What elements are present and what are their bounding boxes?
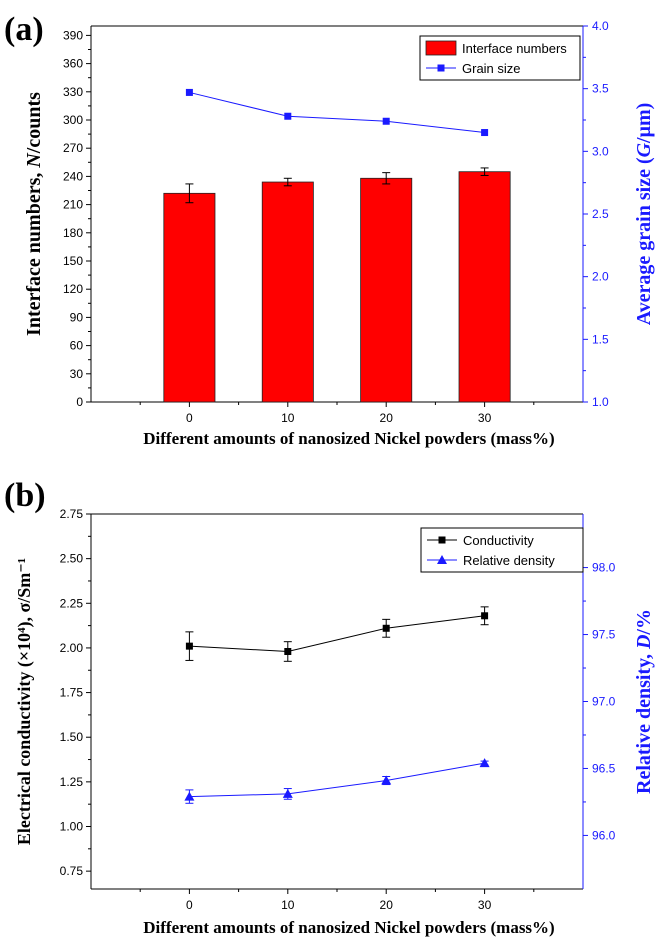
x-axis-title: Different amounts of nanosized Nickel po… — [143, 429, 554, 448]
y-tick-label-left: 2.50 — [60, 552, 84, 566]
y-tick-label-left: 210 — [63, 198, 83, 212]
y-tick-label-left: 180 — [63, 226, 83, 240]
y-tick-label-left: 240 — [63, 169, 83, 183]
y-tick-label-left: 150 — [63, 254, 83, 268]
series-line-0 — [189, 615, 485, 653]
data-point — [184, 791, 195, 801]
y-tick-label-left: 1.50 — [60, 730, 84, 744]
data-point — [185, 642, 193, 650]
x-tick-label: 10 — [281, 411, 295, 425]
y-tick-label-left: 1.00 — [60, 820, 84, 834]
data-point — [381, 775, 392, 785]
x-tick-label: 0 — [186, 411, 193, 425]
legend-box — [420, 527, 584, 573]
y-tick-label-left: 1.75 — [60, 686, 84, 700]
y-tick-label-right: 2.0 — [592, 270, 609, 284]
legend-label: Interface numbers — [462, 41, 567, 56]
bar-20 — [360, 177, 413, 403]
legend-swatch — [425, 40, 457, 56]
x-tick-label: 20 — [380, 411, 394, 425]
data-point — [284, 648, 292, 655]
y-tick-label-left: 90 — [70, 310, 84, 324]
legend-marker — [437, 555, 447, 564]
data-point — [481, 612, 489, 620]
legend-marker — [437, 64, 445, 72]
x-tick-label: 0 — [186, 898, 193, 912]
y-tick-label-right: 1.5 — [592, 332, 609, 346]
y-tick-label-left: 300 — [63, 113, 83, 127]
x-tick-label: 20 — [380, 898, 394, 912]
y-axis-title-right: Relative density, D/% — [633, 609, 655, 794]
x-axis-title: Different amounts of nanosized Nickel po… — [143, 918, 554, 937]
y-tick-label-right: 96.5 — [592, 761, 616, 775]
bar-10 — [261, 181, 314, 403]
y-tick-label-left: 2.00 — [60, 641, 84, 655]
y-tick-label-left: 360 — [63, 57, 83, 71]
data-point — [284, 112, 292, 120]
panel-label: (a) — [4, 11, 44, 48]
legend-label: Grain size — [462, 61, 521, 76]
y-tick-label-right: 97.5 — [592, 628, 616, 642]
data-point — [282, 788, 293, 798]
y-axis-title-left: Interface numbers, N/counts — [23, 92, 45, 336]
y-tick-label-left: 0.75 — [60, 864, 84, 878]
data-point — [382, 117, 390, 125]
y-tick-label-left: 30 — [70, 367, 84, 381]
y-tick-label-right: 98.0 — [592, 561, 616, 575]
x-tick-label: 30 — [478, 898, 492, 912]
series-line-1 — [189, 91, 485, 134]
data-point — [479, 758, 490, 768]
legend-marker — [438, 536, 446, 544]
y-tick-label-left: 2.75 — [60, 507, 84, 521]
y-axis-title-left: Electrical conductivity (×10⁴), σ/Sm⁻¹ — [14, 558, 35, 845]
data-point — [382, 624, 390, 632]
y-tick-label-right: 3.0 — [592, 144, 609, 158]
legend-label: Conductivity — [463, 533, 534, 548]
legend-label: Relative density — [463, 553, 555, 568]
y-tick-label-left: 0 — [76, 395, 83, 409]
y-tick-label-left: 120 — [63, 282, 83, 296]
y-tick-label-right: 96.0 — [592, 828, 616, 842]
y-tick-label-left: 1.25 — [60, 775, 84, 789]
panel-label: (b) — [4, 477, 46, 514]
chart-panel-b: (b) 0.75 1.00 1.25 1.50 1.75 2.00 2.25 2.50 2.75 9… — [4, 477, 655, 937]
y-tick-label-right: 2.5 — [592, 207, 609, 221]
bar-30 — [458, 171, 511, 403]
y-tick-label-right: 3.5 — [592, 82, 609, 96]
y-tick-label-right: 4.0 — [592, 19, 609, 33]
y-tick-label-left: 330 — [63, 85, 83, 99]
chart-panel-a: (a)0306090120150180210240270300330360390… — [4, 11, 655, 448]
y-tick-label-left: 60 — [70, 339, 84, 353]
y-tick-label-left: 2.25 — [60, 596, 84, 610]
y-axis-title-right: Average grain size (G/μm) — [633, 103, 655, 326]
data-point — [481, 129, 489, 137]
y-tick-label-left: 390 — [63, 28, 83, 42]
series-line-1 — [189, 762, 485, 798]
x-tick-label: 30 — [478, 411, 492, 425]
y-tick-label-left: 270 — [63, 141, 83, 155]
bar-0 — [163, 192, 216, 403]
x-tick-label: 10 — [281, 898, 295, 912]
data-point — [185, 88, 193, 96]
y-tick-label-right: 1.0 — [592, 395, 609, 409]
y-tick-label-right: 97.0 — [592, 695, 616, 709]
